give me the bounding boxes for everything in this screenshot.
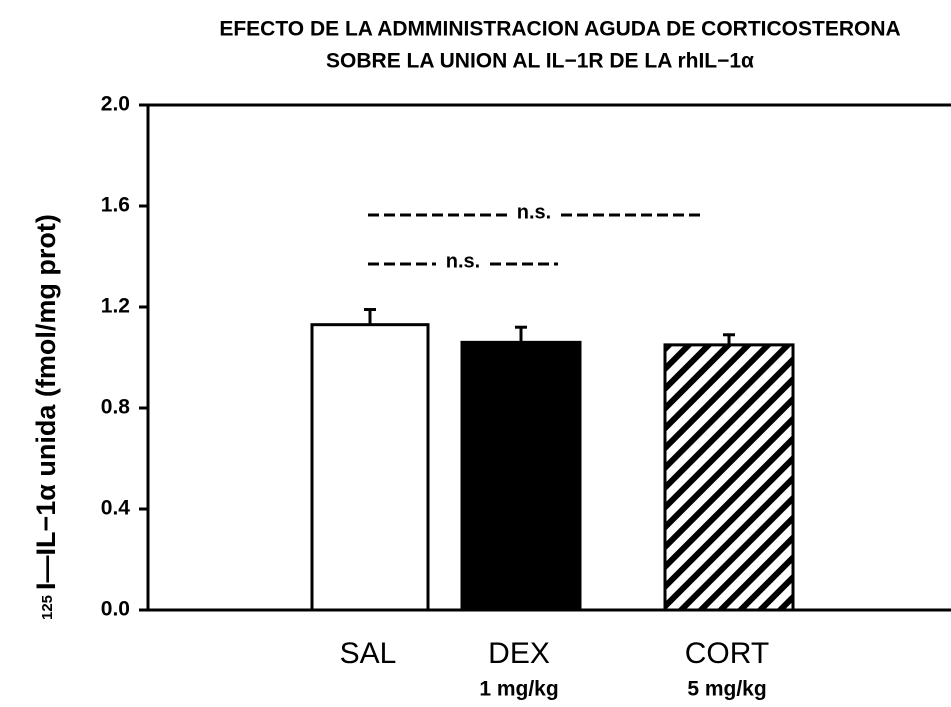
y-tick-label: 1.2 [101,295,130,318]
x-sublabel: 5 mg/kg [687,678,766,701]
annotation: n.s. [446,250,480,272]
y-tick-label: 0.4 [101,497,131,520]
bar [460,340,582,612]
y-label: I—IL−1α unida (fmol/mg prot) [31,214,61,590]
y-tick-label: 2.0 [101,93,130,116]
annotation: n.s. [517,201,551,223]
y-label-isotope: 125 [39,595,56,620]
x-tick-label: CORT [685,637,769,670]
y-tick-label: 1.6 [101,194,130,217]
chart-title: EFECTO DE LA ADMMINISTRACION AGUDA DE CO… [219,18,900,41]
y-axis-label: 125 I—IL−1α unida (fmol/mg prot) [31,214,61,620]
bar [310,323,430,612]
x-sublabel: 1 mg/kg [479,678,558,701]
x-tick-label: SAL [340,637,397,670]
y-tick-label: 0.8 [101,396,131,419]
bar [663,343,795,612]
chart-subtitle: SOBRE LA UNION AL IL−1R DE LA rhIL−1α [326,50,754,73]
y-tick-label: 0.0 [101,598,130,621]
x-tick-label: DEX [488,637,550,670]
